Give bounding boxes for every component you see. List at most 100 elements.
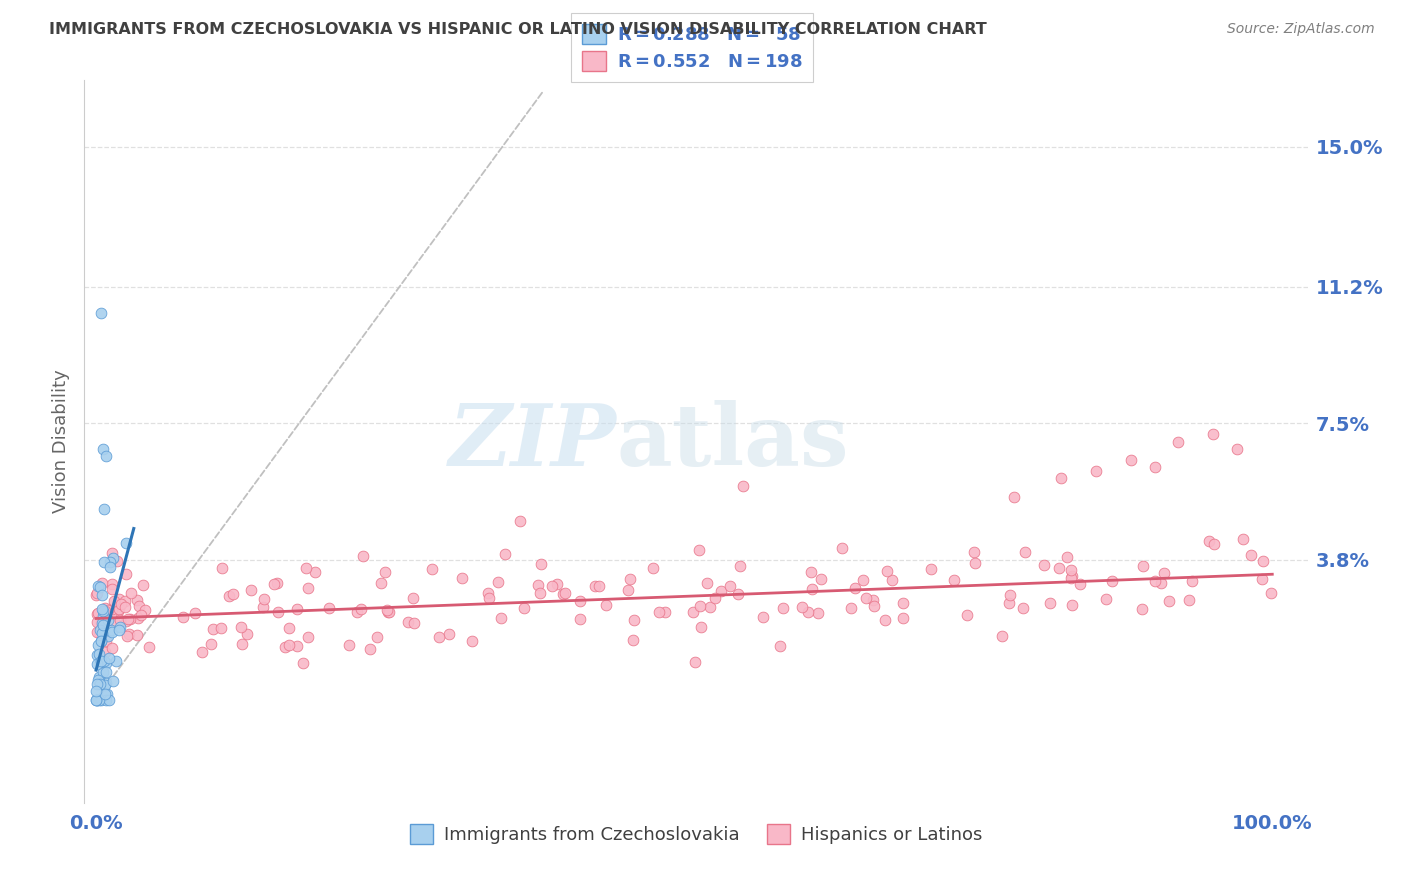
Point: [654, 605, 676, 619]
Point: [86, 648, 108, 662]
Point: [963, 556, 986, 570]
Point: [114, 566, 136, 581]
Point: [1062, 568, 1084, 582]
Point: [93, 555, 115, 569]
Point: [101, 551, 124, 566]
Point: [125, 592, 148, 607]
Point: [86, 657, 108, 671]
Point: [1039, 596, 1062, 610]
Point: [1232, 532, 1254, 546]
Point: [998, 588, 1021, 602]
Point: [117, 627, 139, 641]
Point: [751, 609, 773, 624]
Point: [101, 624, 124, 639]
Point: [101, 582, 124, 596]
Point: [266, 575, 288, 590]
Point: [401, 591, 423, 605]
Point: [956, 607, 979, 622]
Point: [134, 603, 156, 617]
Point: [98, 555, 121, 569]
Point: [209, 621, 232, 635]
Point: [94, 678, 117, 692]
Point: [318, 600, 340, 615]
Point: [378, 605, 401, 619]
Point: [96, 687, 118, 701]
Point: [420, 562, 443, 576]
Point: [1069, 577, 1091, 591]
Point: [997, 596, 1019, 610]
Point: [852, 573, 875, 587]
Point: [1240, 548, 1263, 562]
Point: [486, 574, 509, 589]
Point: [114, 600, 136, 615]
Point: [619, 572, 641, 586]
Point: [844, 581, 866, 595]
Point: [229, 619, 252, 633]
Point: [231, 636, 253, 650]
Point: [346, 606, 368, 620]
Point: [87, 638, 110, 652]
Point: [97, 692, 120, 706]
Point: [125, 628, 148, 642]
Point: [292, 656, 315, 670]
Point: [101, 641, 124, 656]
Point: [89, 656, 111, 670]
Point: [513, 600, 536, 615]
Point: [1012, 600, 1035, 615]
Point: [477, 586, 499, 600]
Point: [1101, 574, 1123, 588]
Point: [104, 615, 127, 630]
Point: [1014, 545, 1036, 559]
Text: IMMIGRANTS FROM CZECHOSLOVAKIA VS HISPANIC OR LATINO VISION DISABILITY CORRELATI: IMMIGRANTS FROM CZECHOSLOVAKIA VS HISPAN…: [49, 22, 987, 37]
Point: [1095, 591, 1118, 606]
Point: [509, 514, 531, 528]
Point: [94, 656, 117, 670]
Point: [541, 579, 564, 593]
Point: [86, 676, 108, 690]
Point: [90, 305, 112, 319]
Point: [89, 676, 111, 690]
Point: [98, 560, 121, 574]
Point: [117, 612, 139, 626]
Point: [211, 561, 233, 575]
Point: [89, 647, 111, 661]
Point: [84, 684, 107, 698]
Point: [437, 626, 460, 640]
Point: [797, 605, 820, 619]
Point: [772, 600, 794, 615]
Point: [595, 598, 617, 612]
Point: [87, 606, 110, 620]
Point: [1143, 574, 1166, 588]
Point: [108, 591, 131, 606]
Point: [551, 587, 574, 601]
Point: [530, 558, 553, 572]
Point: [1121, 453, 1143, 467]
Point: [277, 638, 299, 652]
Point: [1132, 558, 1154, 573]
Point: [97, 629, 120, 643]
Point: [100, 623, 122, 637]
Point: [478, 591, 501, 605]
Point: [569, 594, 592, 608]
Point: [375, 602, 398, 616]
Point: [86, 625, 108, 640]
Point: [790, 599, 813, 614]
Point: [86, 586, 108, 600]
Point: [90, 626, 112, 640]
Point: [704, 591, 727, 605]
Point: [90, 655, 112, 669]
Point: [100, 577, 122, 591]
Point: [450, 571, 472, 585]
Point: [1060, 563, 1083, 577]
Point: [94, 601, 117, 615]
Point: [86, 607, 108, 621]
Point: [1159, 594, 1181, 608]
Point: [339, 638, 361, 652]
Point: [90, 588, 112, 602]
Point: [90, 633, 112, 648]
Point: [120, 612, 142, 626]
Point: [184, 606, 207, 620]
Point: [494, 547, 516, 561]
Point: [114, 594, 136, 608]
Point: [240, 583, 263, 598]
